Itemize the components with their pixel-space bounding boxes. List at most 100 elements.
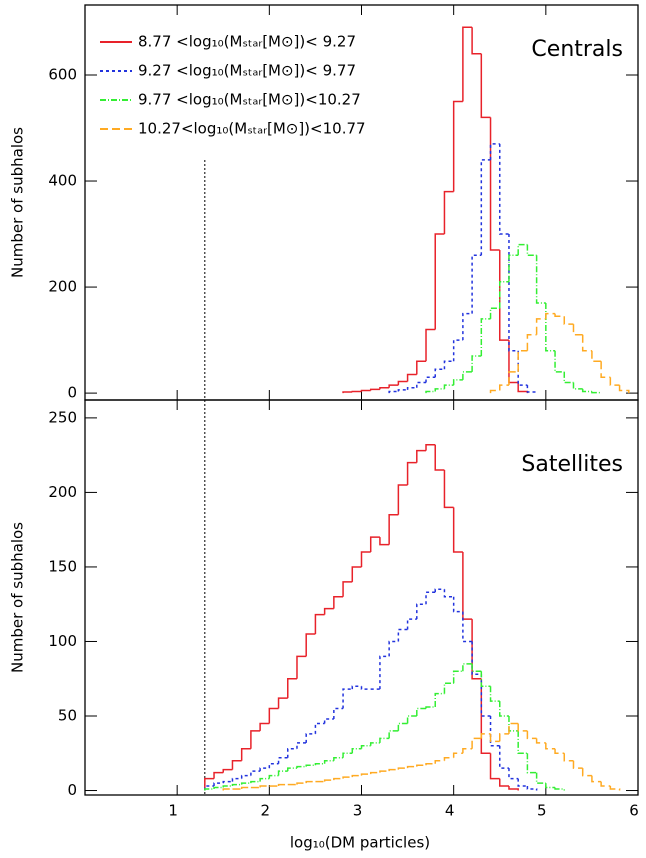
- histogram-bin: [471, 619, 482, 680]
- histogram-bin: [581, 334, 592, 352]
- x-tick-label: 2: [261, 802, 271, 820]
- x-tick-label: 3: [353, 802, 363, 820]
- histogram-bin: [452, 596, 463, 613]
- y-tick-label: 50: [58, 707, 77, 725]
- histogram-bin: [452, 379, 463, 386]
- y-tick-label: 200: [48, 278, 77, 296]
- histogram-bin: [416, 449, 427, 463]
- x-tick-label: 4: [445, 802, 455, 820]
- histogram-bin: [554, 350, 565, 373]
- histogram-bin: [434, 233, 445, 330]
- histogram-bin: [323, 779, 334, 782]
- histogram-bin: [443, 470, 454, 509]
- histogram-bin: [388, 768, 399, 772]
- y-axis-label: Number of subhalos: [9, 522, 27, 673]
- histogram-bin: [526, 334, 537, 351]
- histogram-bin: [416, 381, 427, 388]
- y-tick-label: 0: [67, 384, 77, 402]
- legend-label: 9.77 <log₁₀(Mₛₜₐᵣ[M⊙])<10.27: [138, 91, 361, 109]
- histogram-bin: [489, 753, 500, 780]
- histogram-bin: [508, 340, 519, 384]
- histogram-bin: [406, 387, 417, 390]
- histogram-bin: [452, 100, 463, 192]
- histogram-bin: [489, 733, 500, 743]
- histogram-bin: [526, 244, 537, 257]
- histogram-bin: [526, 385, 538, 394]
- histogram-bin: [268, 707, 279, 724]
- histogram-bin: [508, 768, 519, 780]
- histogram-bin: [369, 771, 380, 775]
- histogram-bin: [443, 756, 454, 761]
- histogram-bin: [323, 607, 334, 615]
- histogram-bin: [305, 764, 316, 767]
- histogram-bin: [462, 552, 473, 620]
- histogram-bin: [397, 389, 408, 392]
- histogram-bin: [259, 722, 270, 731]
- histogram-bin: [406, 715, 417, 724]
- histogram-bin: [397, 628, 408, 642]
- histogram-bin: [434, 588, 445, 593]
- histogram-bin: [563, 316, 574, 325]
- histogram-bin: [480, 159, 491, 256]
- histogram-bin: [351, 774, 362, 778]
- histogram-bin: [443, 682, 454, 694]
- histogram-bin: [471, 641, 482, 676]
- histogram-bin: [416, 764, 427, 767]
- histogram-bin: [351, 390, 362, 393]
- histogram-bin: [545, 302, 556, 352]
- histogram-bin: [499, 143, 509, 235]
- histogram-bin: [508, 254, 519, 282]
- histogram-bin: [240, 748, 251, 761]
- histogram-bin: [425, 443, 436, 451]
- histogram-bin: [351, 685, 362, 690]
- histogram-bin: [572, 324, 583, 336]
- histogram-bin: [222, 785, 233, 788]
- histogram-bin: [250, 730, 261, 749]
- histogram-bin: [305, 733, 316, 743]
- histogram-bin: [480, 678, 491, 755]
- histogram-bin: [499, 733, 509, 742]
- histogram-bin: [351, 748, 362, 754]
- histogram-bin: [462, 663, 473, 672]
- histogram-bin: [213, 771, 224, 779]
- histogram-bin: [397, 380, 408, 386]
- histogram-bin: [600, 361, 611, 378]
- histogram-bin: [609, 377, 620, 386]
- histogram-bin: [388, 384, 399, 388]
- histogram-bin: [277, 783, 288, 787]
- legend-label: 8.77 <log₁₀(Mₛₜₐᵣ[M⊙])< 9.27: [138, 33, 356, 51]
- histogram-bin: [231, 759, 242, 770]
- histogram-bin: [296, 742, 307, 749]
- histogram-bin: [240, 774, 251, 779]
- histogram-bin: [379, 737, 390, 743]
- histogram-bin: [452, 339, 463, 362]
- histogram-bin: [204, 777, 215, 791]
- histogram-bin: [471, 27, 482, 55]
- histogram-bin: [508, 786, 519, 791]
- histogram-bin: [526, 753, 537, 774]
- histogram-bin: [379, 770, 390, 773]
- histogram-bin: [277, 770, 288, 776]
- histogram-bin: [333, 777, 344, 781]
- y-tick-label: 200: [48, 483, 77, 501]
- histogram-bin: [323, 718, 334, 724]
- histogram-bin: [535, 318, 546, 335]
- histogram-bin: [499, 281, 509, 309]
- histogram-bin: [443, 190, 454, 235]
- histogram-bin: [480, 733, 491, 739]
- histogram-bin: [508, 371, 519, 386]
- histogram-bin: [314, 722, 325, 734]
- histogram-bin: [416, 360, 427, 375]
- histogram-bin: [499, 701, 509, 717]
- histogram-bin: [333, 596, 344, 609]
- histogram-bin: [360, 745, 371, 749]
- histogram-bin: [545, 783, 556, 789]
- histogram-bin: [535, 772, 546, 784]
- histogram-bin: [296, 765, 307, 769]
- histogram-bin: [397, 767, 408, 770]
- x-tick-label: 1: [168, 802, 178, 820]
- histogram-bin: [333, 756, 344, 761]
- histogram-bin: [591, 775, 602, 783]
- histogram-bin: [535, 738, 546, 744]
- histogram-bin: [305, 633, 316, 657]
